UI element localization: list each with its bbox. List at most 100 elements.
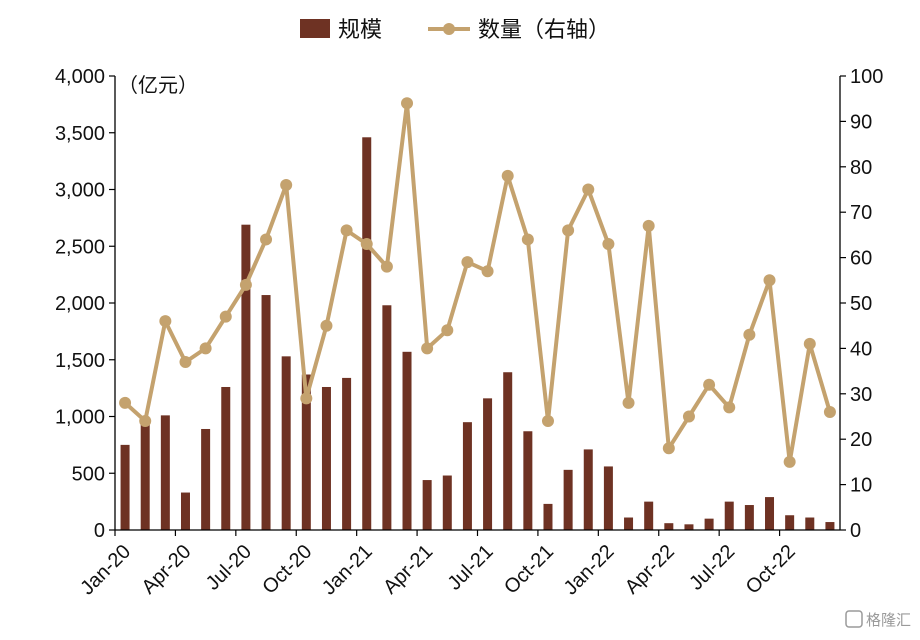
x-tick-label: Jan-20 xyxy=(76,541,135,600)
left-tick-label: 2,500 xyxy=(55,236,105,258)
right-tick-label: 90 xyxy=(850,111,872,133)
bar-2020-05 xyxy=(201,428,211,530)
bar-2021-02 xyxy=(382,305,392,530)
left-tick-label: 1,000 xyxy=(55,407,105,429)
bar-2021-07 xyxy=(483,398,493,530)
bar-2022-03 xyxy=(644,501,654,530)
right-tick-label: 20 xyxy=(850,429,872,451)
bar-2022-12 xyxy=(825,522,835,530)
point-2020-07 xyxy=(239,278,252,291)
bar-2020-10 xyxy=(301,374,311,530)
point-2021-11 xyxy=(562,224,575,237)
left-axis-unit-label: （亿元） xyxy=(118,73,198,97)
right-tick-label: 50 xyxy=(850,293,872,315)
left-tick-label: 500 xyxy=(72,463,105,485)
x-tick-label: Jan-22 xyxy=(560,541,619,600)
point-2020-05 xyxy=(199,342,212,355)
point-2021-09 xyxy=(521,233,534,246)
bar-2021-11 xyxy=(563,469,573,530)
bar-2022-09 xyxy=(765,497,775,530)
x-tick-label: Apr-21 xyxy=(379,541,437,599)
watermark: 格隆汇 xyxy=(845,610,911,629)
point-2022-10 xyxy=(783,455,796,468)
left-tick-label: 4,000 xyxy=(55,66,105,88)
point-2022-05 xyxy=(682,410,695,423)
bar-2020-09 xyxy=(281,356,291,530)
point-2021-02 xyxy=(380,260,393,273)
left-tick-label: 3,000 xyxy=(55,180,105,202)
x-tick-label: Jul-22 xyxy=(685,541,739,595)
bar-2020-12 xyxy=(342,377,352,530)
left-axis: 0 500 1,000 1,500 2,000 2,500 3,000 3,500 4,000 xyxy=(55,66,115,542)
bar-2020-02 xyxy=(140,421,150,530)
point-2022-02 xyxy=(622,396,635,409)
point-2020-11 xyxy=(320,319,333,332)
bar-2022-06 xyxy=(704,518,714,530)
right-tick-label: 70 xyxy=(850,202,872,224)
bar-2021-08 xyxy=(503,372,513,530)
bar-2022-04 xyxy=(664,523,674,530)
point-2021-04 xyxy=(421,342,434,355)
legend: 规模 数量（右轴） xyxy=(300,18,610,43)
bar-2021-01 xyxy=(362,137,372,531)
point-2020-04 xyxy=(179,356,192,369)
bar-2020-01 xyxy=(120,444,130,530)
point-2021-07 xyxy=(481,265,494,278)
right-tick-label: 10 xyxy=(850,475,872,497)
point-2020-06 xyxy=(219,310,232,323)
left-tick-label: 3,500 xyxy=(55,123,105,145)
x-tick-label: Jul-20 xyxy=(202,541,256,595)
bar-2021-12 xyxy=(583,449,593,530)
x-tick-label: Oct-22 xyxy=(742,541,800,599)
bar-2021-03 xyxy=(402,351,412,530)
point-2022-06 xyxy=(703,378,716,391)
point-2020-01 xyxy=(119,396,132,409)
x-tick-label: Apr-22 xyxy=(621,541,679,599)
point-2022-12 xyxy=(823,405,836,418)
point-2021-01 xyxy=(360,237,373,250)
bar-2021-06 xyxy=(462,422,472,530)
bar-2020-06 xyxy=(221,386,231,530)
bar-2022-10 xyxy=(785,515,795,530)
watermark-text: 格隆汇 xyxy=(866,611,911,629)
point-2020-10 xyxy=(300,392,313,405)
point-2022-07 xyxy=(723,401,736,414)
bar-2022-01 xyxy=(603,466,613,530)
x-axis: Jan-20 Apr-20 Jul-20 Oct-20 Jan-21 Apr-21 Jul-… xyxy=(76,530,800,600)
point-2021-12 xyxy=(582,183,595,196)
point-2021-05 xyxy=(441,324,454,337)
x-tick-label: Oct-21 xyxy=(500,541,558,599)
bar-2022-11 xyxy=(805,517,815,530)
point-2022-09 xyxy=(763,274,776,287)
right-tick-label: 80 xyxy=(850,157,872,179)
right-axis: 0 10 20 30 40 50 60 70 80 90 100 xyxy=(840,66,883,542)
left-tick-label: 1,500 xyxy=(55,350,105,372)
bar-2020-07 xyxy=(241,224,251,530)
bar-2020-03 xyxy=(160,415,170,530)
x-tick-label: Apr-20 xyxy=(138,541,196,599)
bar-2020-11 xyxy=(321,386,331,530)
point-2021-08 xyxy=(501,169,514,182)
bar-2021-05 xyxy=(442,475,452,530)
right-tick-label: 30 xyxy=(850,384,872,406)
bar-2021-04 xyxy=(422,480,432,530)
point-2020-03 xyxy=(159,315,172,328)
point-2022-03 xyxy=(642,219,655,232)
right-tick-label: 60 xyxy=(850,248,872,270)
watermark-logo-icon xyxy=(845,610,863,628)
legend-line-marker xyxy=(443,23,455,35)
legend-bar-swatch xyxy=(300,19,330,38)
point-2021-03 xyxy=(401,97,414,110)
left-tick-label: 2,000 xyxy=(55,293,105,315)
bar-2020-04 xyxy=(180,492,190,530)
point-2020-02 xyxy=(139,415,152,428)
bar-2022-08 xyxy=(744,505,754,530)
point-2021-10 xyxy=(541,415,554,428)
legend-bar-label: 规模 xyxy=(338,18,382,43)
point-2020-12 xyxy=(340,224,353,237)
left-tick-label: 0 xyxy=(94,520,105,542)
line-series xyxy=(119,97,836,468)
bar-2022-07 xyxy=(724,501,734,530)
point-2022-04 xyxy=(662,442,675,455)
